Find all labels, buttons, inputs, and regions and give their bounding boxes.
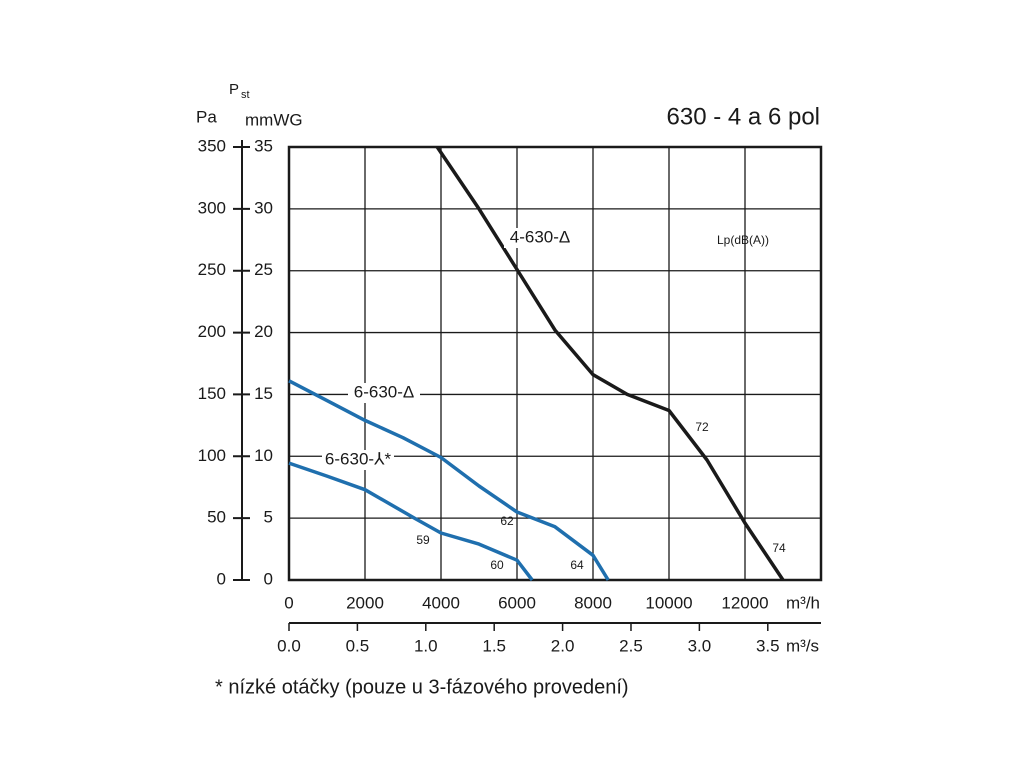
y-tick-label: 25 (254, 260, 273, 279)
y-tick-label: 5 (264, 508, 273, 527)
curve-label-bg (322, 450, 394, 470)
curve (288, 461, 534, 582)
x2-tick-label: 3.5 (756, 636, 780, 655)
y-tick-label: 30 (254, 198, 273, 217)
curve-label: 6-630-Δ (354, 382, 415, 401)
y-tick-label: 35 (254, 136, 273, 155)
x2-tick-label: 0.0 (277, 636, 301, 655)
y2-tick-label: 150 (198, 384, 226, 403)
y-tick-label: 10 (254, 446, 273, 465)
x2-tick-label: 3.0 (688, 636, 712, 655)
y2-tick-label: 50 (207, 508, 226, 527)
chart-title: 630 - 4 a 6 pol (667, 103, 820, 130)
y-label-subscript: st (241, 89, 250, 101)
y-unit: mmWG (245, 110, 303, 129)
x2-unit: m³/s (786, 636, 819, 655)
annotation: 72 (695, 420, 709, 434)
annotation: Lp(dB(A)) (717, 233, 769, 247)
y2-unit: Pa (196, 107, 217, 126)
curve (435, 146, 785, 581)
x2-tick-label: 2.0 (551, 636, 575, 655)
y2-tick-label: 250 (198, 260, 226, 279)
annotation: 64 (570, 558, 584, 572)
x-tick-label: 8000 (574, 593, 612, 612)
annotation: 74 (772, 541, 786, 555)
curve-label-bg (348, 383, 420, 403)
y-tick-label: 20 (254, 322, 273, 341)
annotation: 59 (416, 533, 430, 547)
x2-tick-label: 2.5 (619, 636, 643, 655)
curve-label: 6-630-⅄* (325, 449, 392, 468)
x-tick-label: 12000 (721, 593, 768, 612)
x-tick-label: 4000 (422, 593, 460, 612)
x-tick-label: 2000 (346, 593, 384, 612)
y-tick-label: 0 (264, 569, 273, 588)
x-tick-label: 6000 (498, 593, 536, 612)
annotation: 62 (500, 514, 514, 528)
x2-tick-label: 1.5 (482, 636, 506, 655)
curve (288, 379, 610, 581)
x2-tick-label: 1.0 (414, 636, 438, 655)
x-tick-label: 10000 (645, 593, 692, 612)
footnote: * nízké otáčky (pouze u 3-fázového prove… (215, 676, 629, 698)
y2-tick-label: 0 (217, 569, 226, 588)
x-tick-label: 0 (284, 593, 293, 612)
curve-label: 4-630-Δ (510, 227, 571, 246)
y2-tick-label: 300 (198, 198, 226, 217)
annotation: 60 (490, 558, 504, 572)
y-label-symbol: P (229, 81, 239, 98)
curve-label-bg (504, 228, 576, 248)
y2-tick-label: 200 (198, 322, 226, 341)
y2-tick-label: 100 (198, 446, 226, 465)
y-tick-label: 15 (254, 384, 273, 403)
y2-tick-label: 350 (198, 136, 226, 155)
x2-tick-label: 0.5 (346, 636, 370, 655)
x-unit: m³/h (786, 593, 820, 612)
